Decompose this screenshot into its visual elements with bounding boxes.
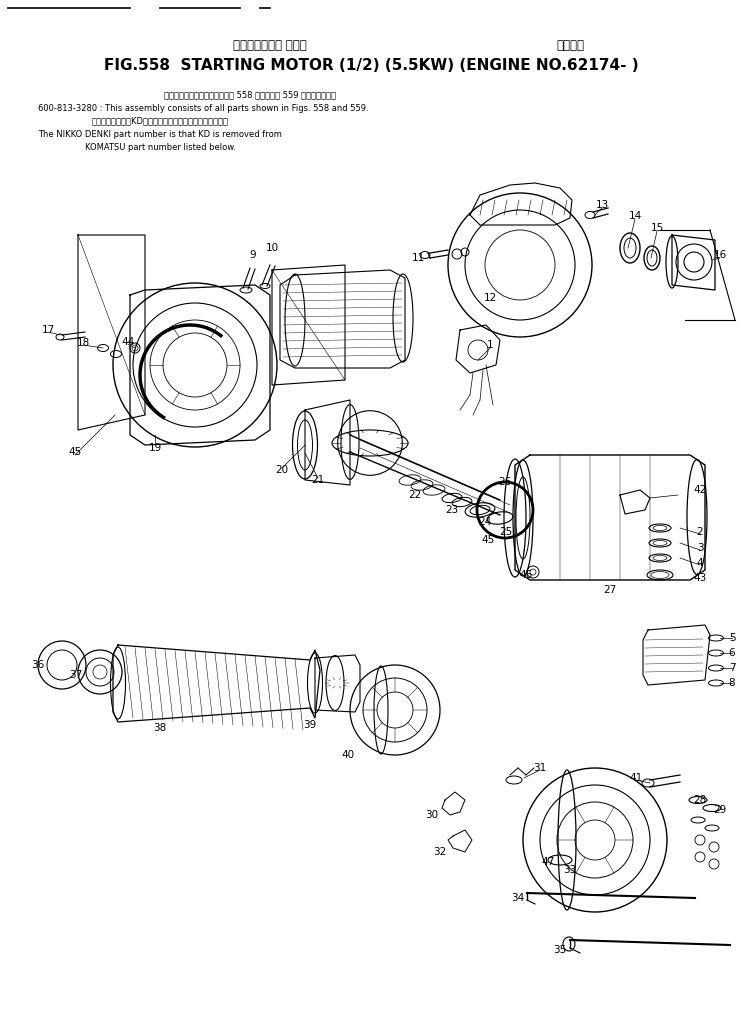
- Text: 30: 30: [426, 810, 438, 820]
- Text: 2: 2: [697, 527, 704, 537]
- Text: 15: 15: [650, 223, 663, 233]
- Text: 19: 19: [149, 443, 162, 453]
- Text: 3: 3: [697, 544, 704, 553]
- Text: 23: 23: [445, 505, 458, 515]
- Text: 4: 4: [697, 558, 704, 568]
- Text: 45: 45: [481, 535, 495, 545]
- Text: 25: 25: [499, 527, 513, 537]
- Text: 10: 10: [265, 243, 279, 254]
- Text: 38: 38: [153, 723, 166, 733]
- Text: 9: 9: [250, 250, 256, 260]
- Text: 24: 24: [478, 517, 492, 527]
- Text: 44: 44: [121, 337, 134, 347]
- Text: 46: 46: [519, 570, 533, 580]
- Text: 18: 18: [77, 338, 90, 348]
- Text: 600-813-3280 : This assembly consists of all parts shown in Figs. 558 and 559.: 600-813-3280 : This assembly consists of…: [38, 103, 369, 113]
- Text: The NIKKO DENKI part number is that KD is removed from: The NIKKO DENKI part number is that KD i…: [38, 130, 282, 139]
- Text: 27: 27: [603, 585, 617, 595]
- Text: 22: 22: [409, 490, 421, 500]
- Text: 31: 31: [533, 763, 547, 773]
- Text: 14: 14: [629, 211, 642, 221]
- Text: 47: 47: [542, 857, 554, 867]
- Text: 41: 41: [629, 773, 643, 783]
- Text: 6: 6: [729, 648, 736, 658]
- Text: KOMATSU part number listed below.: KOMATSU part number listed below.: [85, 143, 236, 151]
- Text: 5: 5: [729, 633, 736, 643]
- Text: 8: 8: [729, 678, 736, 689]
- Text: 11: 11: [412, 254, 425, 263]
- Text: スターティング モータ: スターティング モータ: [233, 39, 307, 52]
- Text: 17: 17: [42, 325, 55, 335]
- Text: 34: 34: [511, 893, 525, 903]
- Text: 42: 42: [693, 485, 707, 495]
- Text: 28: 28: [693, 795, 707, 805]
- Text: 36: 36: [31, 660, 45, 670]
- Text: 1: 1: [487, 340, 493, 350]
- Text: 29: 29: [713, 805, 727, 815]
- Text: 20: 20: [276, 465, 288, 475]
- Text: 35: 35: [554, 945, 567, 955]
- Text: 32: 32: [433, 847, 447, 857]
- Text: 33: 33: [563, 865, 577, 875]
- Text: 12: 12: [484, 293, 496, 303]
- Text: 26: 26: [499, 477, 512, 487]
- Text: 品番のメーカ記号KDを除いたものが日興電機の品番です。: 品番のメーカ記号KDを除いたものが日興電機の品番です。: [91, 117, 229, 126]
- Text: 40: 40: [342, 750, 354, 760]
- Text: 21: 21: [311, 475, 325, 485]
- Text: このアセンブリの構成部品は第 558 図および第 559 図を含みます。: このアセンブリの構成部品は第 558 図および第 559 図を含みます。: [164, 90, 336, 99]
- Text: 43: 43: [693, 573, 707, 583]
- Text: 7: 7: [729, 663, 736, 673]
- Text: 37: 37: [69, 670, 82, 680]
- Text: 16: 16: [713, 250, 727, 260]
- Text: 適用号機: 適用号機: [556, 39, 584, 52]
- Text: 13: 13: [595, 200, 609, 210]
- Text: 45: 45: [68, 447, 82, 457]
- Text: 39: 39: [303, 720, 317, 730]
- Text: FIG.558  STARTING MOTOR (1/2) (5.5KW) (ENGINE NO.62174- ): FIG.558 STARTING MOTOR (1/2) (5.5KW) (EN…: [104, 58, 638, 72]
